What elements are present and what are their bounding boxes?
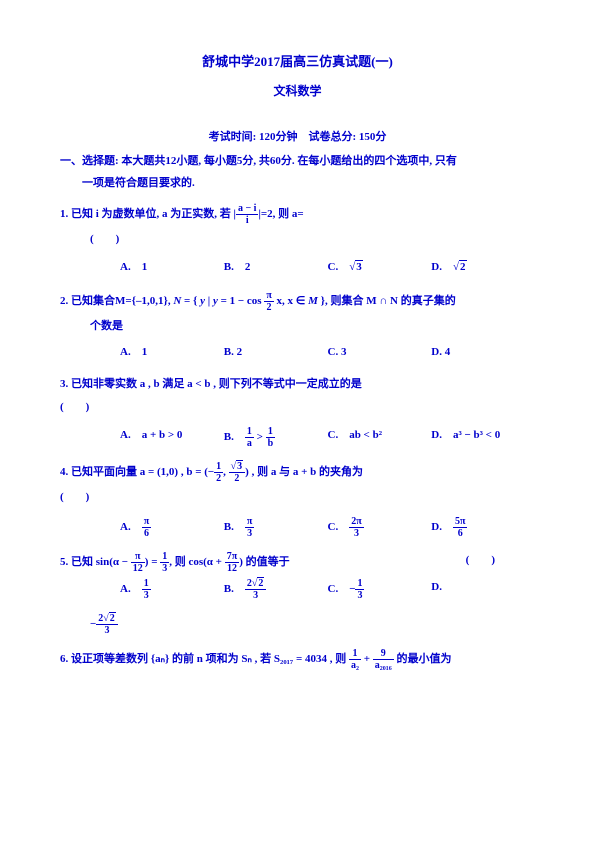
question-4: 4. 已知平面向量 a = (1,0) , b = (−12, √32) , 则…: [60, 461, 535, 484]
q2-sub: 个数是: [90, 317, 535, 337]
q1-options: A. 1 B. 2 C. √3 D. √2: [120, 258, 535, 278]
q1-optD: D. √2: [431, 258, 535, 278]
question-1: 1. 已知 i 为虚数单位, a 为正实数, 若 |a − ii|=2, 则 a…: [60, 203, 535, 226]
q3-optB: B. 1a > 1b: [224, 426, 328, 449]
q3-paren: ( ): [60, 398, 535, 418]
q4-optB: B. π3: [224, 516, 328, 539]
q2-optA: A. 1: [120, 343, 224, 363]
q5-optB: B. 2√23: [224, 578, 328, 601]
q1-optC: C. √3: [328, 258, 432, 278]
exam-title: 舒城中学2017届高三仿真试题(一): [60, 50, 535, 73]
q5-optC: C. −13: [328, 578, 432, 601]
exam-info: 考试时间: 120分钟 试卷总分: 150分: [60, 128, 535, 148]
q4-optD: D. 5π6: [431, 516, 535, 539]
q5-options: A. 13 B. 2√23 C. −13 D.: [120, 578, 535, 601]
question-3: 3. 已知非零实数 a , b 满足 a < b , 则下列不等式中一定成立的是: [60, 375, 535, 395]
exam-subtitle: 文科数学: [60, 81, 535, 103]
q3-options: A. a + b > 0 B. 1a > 1b C. ab < b² D. a³…: [120, 426, 535, 449]
q4-optC: C. 2π3: [328, 516, 432, 539]
q2-optC: C. 3: [328, 343, 432, 363]
question-2: 2. 已知集合M={–1,0,1}, N = { y | y = 1 − cos…: [60, 290, 535, 313]
q5-optD: D.: [431, 578, 535, 601]
section-header: 一、选择题: 本大题共12小题, 每小题5分, 共60分. 在每小题给出的四个选…: [60, 152, 535, 172]
q1-paren: ( ): [90, 230, 535, 250]
q3-optA: A. a + b > 0: [120, 426, 224, 449]
q2-options: A. 1 B. 2 C. 3 D. 4: [120, 343, 535, 363]
q5-extra: −2√23: [90, 613, 535, 636]
q5-optA: A. 13: [120, 578, 224, 601]
q2-optD: D. 4: [431, 343, 535, 363]
q1-optA: A. 1: [120, 258, 224, 278]
q4-options: A. π6 B. π3 C. 2π3 D. 5π6: [120, 516, 535, 539]
q1-optB: B. 2: [224, 258, 328, 278]
q4-paren: ( ): [60, 488, 535, 508]
q3-optC: C. ab < b²: [328, 426, 432, 449]
question-6: 6. 设正项等差数列 {aₙ} 的前 n 项和为 Sₙ , 若 S₂₀₁₇ = …: [60, 648, 535, 671]
q4-optA: A. π6: [120, 516, 224, 539]
q3-optD: D. a³ − b³ < 0: [431, 426, 535, 449]
question-5: 5. 已知 sin(α − π12) = 13, 则 cos(α + 7π12)…: [60, 551, 535, 574]
section-note: 一项是符合题目要求的.: [82, 174, 535, 194]
q2-optB: B. 2: [224, 343, 328, 363]
